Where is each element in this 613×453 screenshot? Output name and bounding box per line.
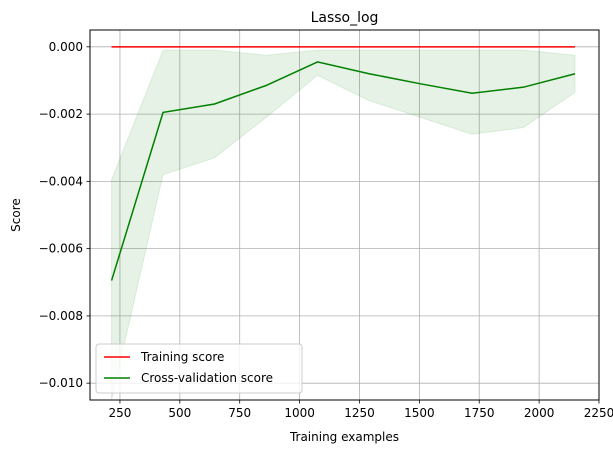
x-tick-label: 1000 xyxy=(284,406,315,420)
confidence-bands xyxy=(111,49,576,400)
y-tick-label: −0.002 xyxy=(39,107,83,121)
y-tick-label: −0.008 xyxy=(39,309,83,323)
y-axis-title: Score xyxy=(9,198,23,232)
x-tick-label: 2000 xyxy=(524,406,555,420)
legend: Training score Cross-validation score xyxy=(95,343,303,394)
chart-title: Lasso_log xyxy=(311,10,379,26)
axis-ticks: 250 500 750 1000 1250 1500 1750 2000 2250 0.000 −0… xyxy=(39,40,613,420)
x-tick-label: 500 xyxy=(168,406,191,420)
x-tick-label: 2250 xyxy=(584,406,613,420)
x-tick-label: 250 xyxy=(108,406,131,420)
legend-label-cross-validation-score: Cross-validation score xyxy=(141,371,273,385)
y-tick-label: −0.004 xyxy=(39,174,83,188)
x-tick-label: 1250 xyxy=(344,406,375,420)
y-tick-label: 0.000 xyxy=(49,40,83,54)
series-lines xyxy=(110,46,576,281)
legend-label-training-score: Training score xyxy=(140,350,224,364)
legend-box xyxy=(95,343,303,394)
y-tick-label: −0.006 xyxy=(39,242,83,256)
plot-frame xyxy=(89,29,600,401)
x-tick-label: 1750 xyxy=(464,406,495,420)
x-tick-label: 1500 xyxy=(404,406,435,420)
x-axis-title: Training examples xyxy=(289,430,399,444)
x-tick-label: 750 xyxy=(228,406,251,420)
series-line-cross-validation-score xyxy=(110,61,576,281)
y-tick-label: −0.010 xyxy=(39,376,83,390)
confidence-band-cross-validation-score xyxy=(111,49,576,400)
